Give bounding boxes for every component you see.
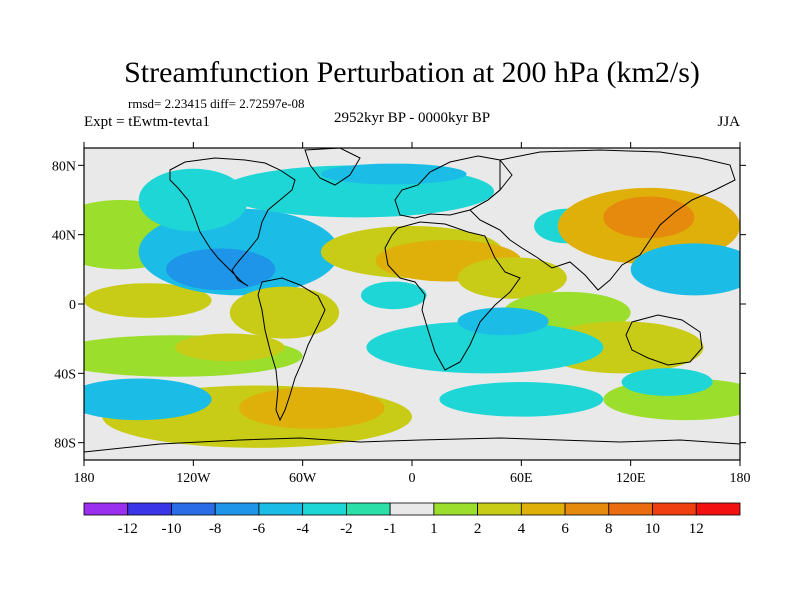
x-tick-label: 180 <box>74 471 95 486</box>
colorbar-label: -1 <box>384 521 397 537</box>
colorbar-label: -10 <box>161 521 181 537</box>
colorbar-swatch <box>652 502 697 516</box>
y-tick-label: 80S <box>54 437 76 452</box>
colorbar: -12 -10 -8 -6 -4 -2 -1 1 2 4 6 8 10 12 <box>83 502 741 537</box>
coastline-africa <box>384 221 521 371</box>
axis-ticks: 180 120W 60W 0 60E 120E 180 80N 40N 0 40S 80S <box>52 142 751 486</box>
contour-region <box>84 378 212 421</box>
colorbar-swatch <box>520 502 566 516</box>
contour-region <box>175 333 285 362</box>
contour-region <box>360 281 427 310</box>
contour-region <box>229 286 340 339</box>
colorbar-label: 4 <box>518 521 526 537</box>
colorbar-swatch <box>171 502 216 516</box>
colorbar-swatch <box>302 502 347 516</box>
experiment-label: Expt = tEwtm-tevta1 <box>84 114 210 130</box>
colorbar-label: 1 <box>430 521 438 537</box>
stats-text: rmsd= 2.23415 diff= 2.72597e-08 <box>128 96 305 111</box>
colorbar-swatch <box>695 502 741 516</box>
map-area <box>84 148 740 460</box>
contour-region <box>366 321 604 374</box>
colorbar-swatch <box>564 502 610 516</box>
contour-region <box>457 257 567 299</box>
x-tick-label: 60E <box>510 471 533 486</box>
y-tick-label: 40N <box>52 229 76 244</box>
colorbar-swatch <box>83 502 129 516</box>
colorbar-label: 8 <box>605 521 613 537</box>
colorbar-swatch <box>608 502 653 516</box>
colorbar-swatch <box>433 502 479 516</box>
colorbar-label: -6 <box>253 521 266 537</box>
season-label: JJA <box>717 114 740 130</box>
chart-title: Streamfunction Perturbation at 200 hPa (… <box>124 56 700 89</box>
coastline-asia <box>469 149 736 291</box>
colorbar-label: 10 <box>645 521 660 537</box>
x-tick-label: 180 <box>730 471 751 486</box>
coastline-europe <box>394 155 513 219</box>
contour-region <box>238 387 385 429</box>
colorbar-swatch <box>477 502 522 516</box>
contour-region <box>320 163 467 185</box>
coastline-greenland <box>304 148 361 186</box>
colorbar-label: -12 <box>118 521 138 537</box>
contour-region <box>457 307 549 336</box>
contour-region <box>138 168 248 232</box>
colorbar-swatch <box>214 502 260 516</box>
colorbar-label: -2 <box>340 521 353 537</box>
colorbar-swatch <box>389 502 435 516</box>
colorbar-swatch <box>258 502 304 516</box>
colorbar-swatch <box>127 502 172 516</box>
period-label: 2952kyr BP - 0000kyr BP <box>334 110 490 126</box>
x-tick-label: 60W <box>289 471 317 486</box>
contour-region <box>630 243 740 296</box>
colorbar-swatch <box>345 502 391 516</box>
coastline-south-america <box>257 277 326 422</box>
contour-region <box>439 382 604 417</box>
colorbar-label: 12 <box>689 521 704 537</box>
y-tick-label: 40S <box>54 367 76 382</box>
contour-region <box>603 196 695 239</box>
colorbar-label: 6 <box>561 521 569 537</box>
coastline-antarctica <box>84 437 740 453</box>
contour-region <box>621 368 713 396</box>
coastline-australia <box>625 314 703 366</box>
colorbar-label: -4 <box>296 521 309 537</box>
field-contours <box>84 163 740 448</box>
contour-region <box>84 283 212 318</box>
coastlines <box>84 148 740 453</box>
x-tick-label: 120E <box>616 471 646 486</box>
x-tick-label: 0 <box>409 471 416 486</box>
y-tick-label: 80N <box>52 159 76 174</box>
x-tick-label: 120W <box>176 471 211 486</box>
y-tick-label: 0 <box>69 298 76 313</box>
coastline-north-america <box>169 157 296 287</box>
colorbar-label: 2 <box>474 521 482 537</box>
colorbar-label: -8 <box>209 521 222 537</box>
contour-region <box>166 248 276 291</box>
